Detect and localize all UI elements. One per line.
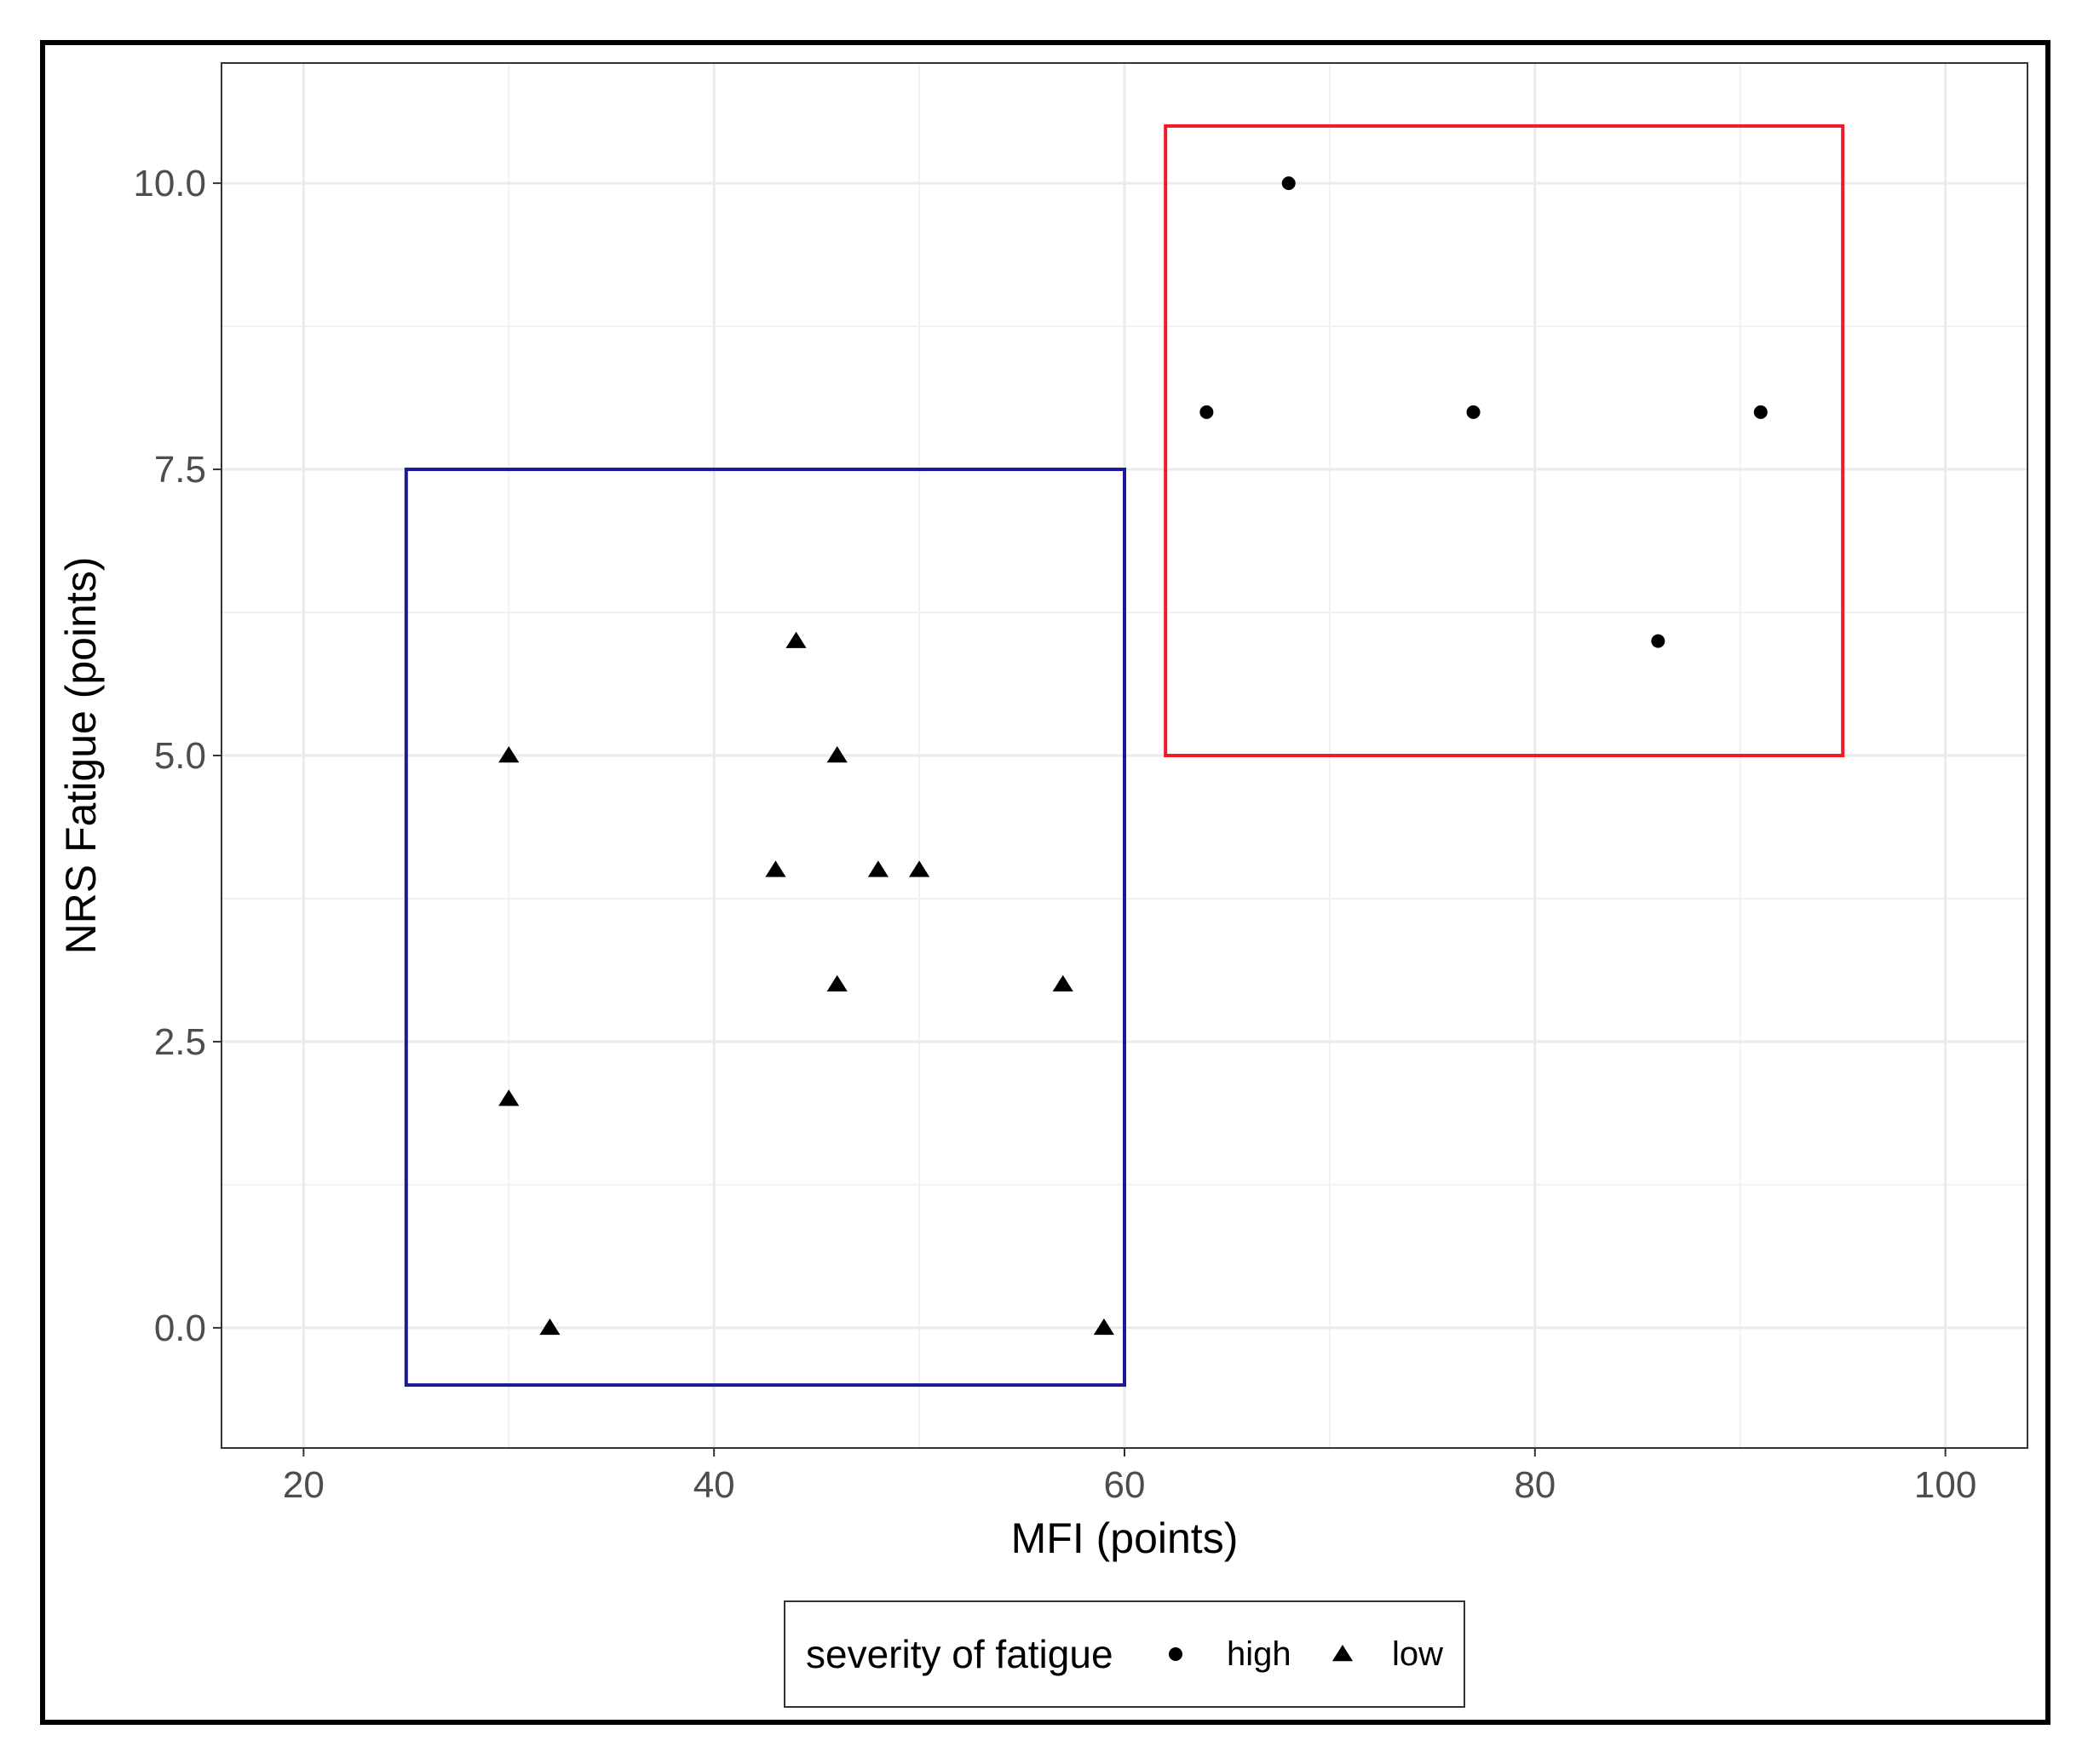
low-point bbox=[1093, 1318, 1115, 1336]
y-tick-label: 0.0 bbox=[154, 1307, 206, 1349]
data-points bbox=[498, 176, 1768, 1336]
y-tick-label: 7.5 bbox=[154, 449, 206, 491]
high-point bbox=[1281, 176, 1296, 191]
y-axis-title: NRS Fatigue (points) bbox=[57, 557, 105, 955]
legend-key-high bbox=[1169, 1647, 1182, 1661]
x-tick-label: 60 bbox=[1104, 1464, 1146, 1506]
low-point bbox=[765, 860, 786, 877]
x-axis-title: MFI (points) bbox=[1011, 1514, 1239, 1562]
low-point bbox=[498, 1089, 520, 1106]
low-point bbox=[1052, 974, 1073, 992]
legend-label-high: high bbox=[1227, 1635, 1291, 1673]
legend-key-low bbox=[1331, 1645, 1354, 1662]
low-point bbox=[867, 860, 889, 877]
x-tick-label: 100 bbox=[1914, 1464, 1976, 1506]
high-point bbox=[1651, 634, 1665, 648]
x-tick-label: 40 bbox=[693, 1464, 735, 1506]
x-axis-ticks: 20 40 60 80 100 bbox=[283, 1448, 1976, 1506]
x-tick-label: 20 bbox=[283, 1464, 325, 1506]
annotation-boxes bbox=[404, 124, 1845, 1388]
y-tick-label: 2.5 bbox=[154, 1021, 206, 1063]
figure-frame bbox=[40, 40, 2050, 1725]
high-point bbox=[1466, 405, 1481, 419]
legend-box bbox=[784, 1600, 1465, 1708]
low-point bbox=[785, 631, 807, 648]
y-tick-label: 10.0 bbox=[133, 163, 206, 204]
low-point bbox=[498, 746, 520, 763]
low-point bbox=[539, 1318, 561, 1336]
legend-title: severity of fatigue bbox=[806, 1632, 1113, 1676]
legend-label-low: low bbox=[1392, 1635, 1443, 1673]
legend-items: high low bbox=[1169, 1635, 1443, 1673]
low-group-box bbox=[404, 468, 1126, 1388]
low-point bbox=[826, 746, 848, 763]
high-point bbox=[1199, 405, 1214, 419]
x-tick-label: 80 bbox=[1514, 1464, 1556, 1506]
legend: severity of fatigue high low bbox=[784, 1600, 1465, 1708]
low-point bbox=[826, 974, 848, 992]
y-tick-label: 5.0 bbox=[154, 735, 206, 777]
high-group-box bbox=[1164, 124, 1845, 757]
high-point bbox=[1753, 405, 1768, 419]
y-axis-ticks: 0.0 2.5 5.0 7.5 10.0 bbox=[133, 163, 221, 1349]
low-point bbox=[908, 860, 930, 877]
